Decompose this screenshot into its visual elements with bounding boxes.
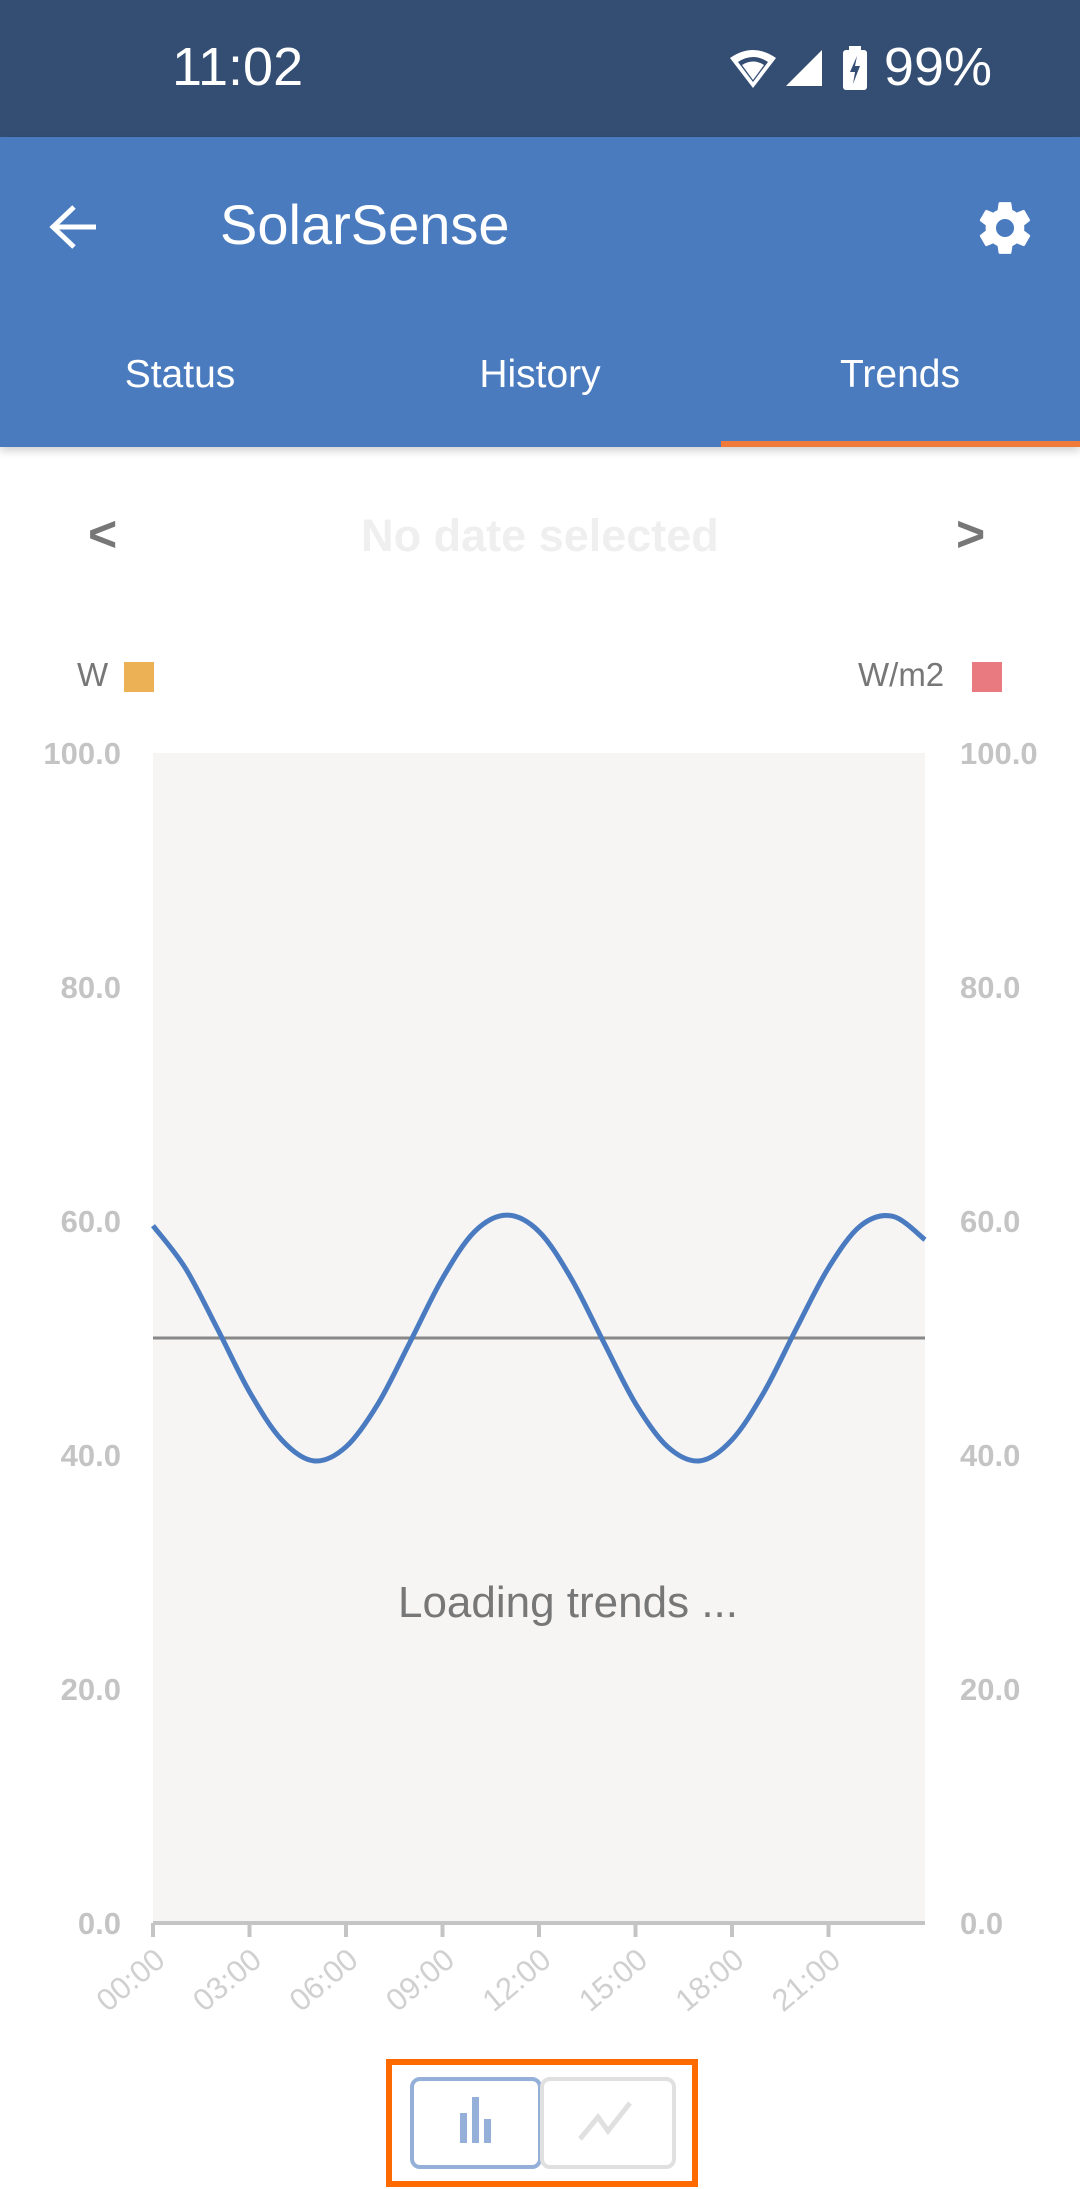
y-left-tick-label: 100.0 (43, 736, 121, 771)
y-left-tick-label: 40.0 (61, 1438, 121, 1473)
y-right-tick-label: 80.0 (960, 970, 1020, 1005)
gear-icon[interactable] (974, 197, 1036, 259)
tab-label: Status (124, 353, 236, 396)
tab-trends[interactable]: Trends (720, 337, 1080, 447)
y-left-tick-label: 80.0 (61, 970, 121, 1005)
series-line (151, 1212, 927, 1464)
legend-left-label: W (77, 656, 109, 693)
x-tick-label: 15:00 (572, 1942, 654, 2019)
x-tick-label: 09:00 (379, 1942, 461, 2019)
line-chart-icon (578, 2101, 632, 2141)
y-right-tick-label: 0.0 (960, 1906, 1003, 1941)
x-tick-label: 21:00 (765, 1942, 847, 2019)
x-tick-label: 12:00 (476, 1942, 558, 2019)
y-left-tick-label: 0.0 (78, 1906, 121, 1941)
signal-icon (786, 50, 822, 86)
y-right-tick-label: 100.0 (960, 736, 1038, 771)
clock: 11:02 (172, 37, 304, 97)
tab-indicator (721, 441, 1080, 447)
y-right-tick-label: 40.0 (960, 1438, 1020, 1473)
y-left-tick-label: 60.0 (61, 1204, 121, 1239)
bar-chart-icon (460, 2097, 491, 2143)
bar-chart-button[interactable] (410, 2077, 542, 2169)
previous-date-button[interactable]: < (88, 506, 118, 562)
y-left-tick-label: 20.0 (61, 1672, 121, 1707)
status-bar: 11:02 99% (0, 0, 1080, 137)
chart-type-toggle (386, 2059, 698, 2187)
line-chart-button[interactable] (540, 2077, 676, 2169)
x-tick-label: 06:00 (283, 1942, 365, 2019)
y-right-tick-label: 20.0 (960, 1672, 1020, 1707)
tab-history[interactable]: History (360, 337, 720, 447)
wifi-icon (730, 50, 776, 88)
tab-label: History (479, 353, 601, 396)
app-bar: SolarSense Status History Trends (0, 137, 1080, 447)
app-title: SolarSense (220, 193, 510, 256)
tab-status[interactable]: Status (0, 337, 360, 447)
y-right-tick-label: 60.0 (960, 1204, 1020, 1239)
next-date-button[interactable]: > (956, 506, 986, 562)
battery-percentage: 99% (883, 37, 992, 97)
x-tick-label: 00:00 (90, 1942, 172, 2019)
x-tick-label: 18:00 (669, 1942, 751, 2019)
legend-left-swatch (124, 662, 154, 692)
legend-right-label: W/m2 (858, 656, 945, 693)
arrow-left-icon[interactable] (48, 203, 100, 251)
legend-right-swatch (972, 662, 1002, 692)
x-tick-label: 03:00 (186, 1942, 268, 2019)
trends-chart: 0.0 20.0 40.0 60.0 80.0 100.0 0.0 20.0 40.0 60.0 8… (43, 736, 1038, 2019)
date-label[interactable]: No date selected (361, 510, 719, 561)
tab-label: Trends (840, 353, 960, 396)
loading-text: Loading trends ... (397, 1578, 738, 1627)
battery-charging-icon (843, 46, 867, 90)
